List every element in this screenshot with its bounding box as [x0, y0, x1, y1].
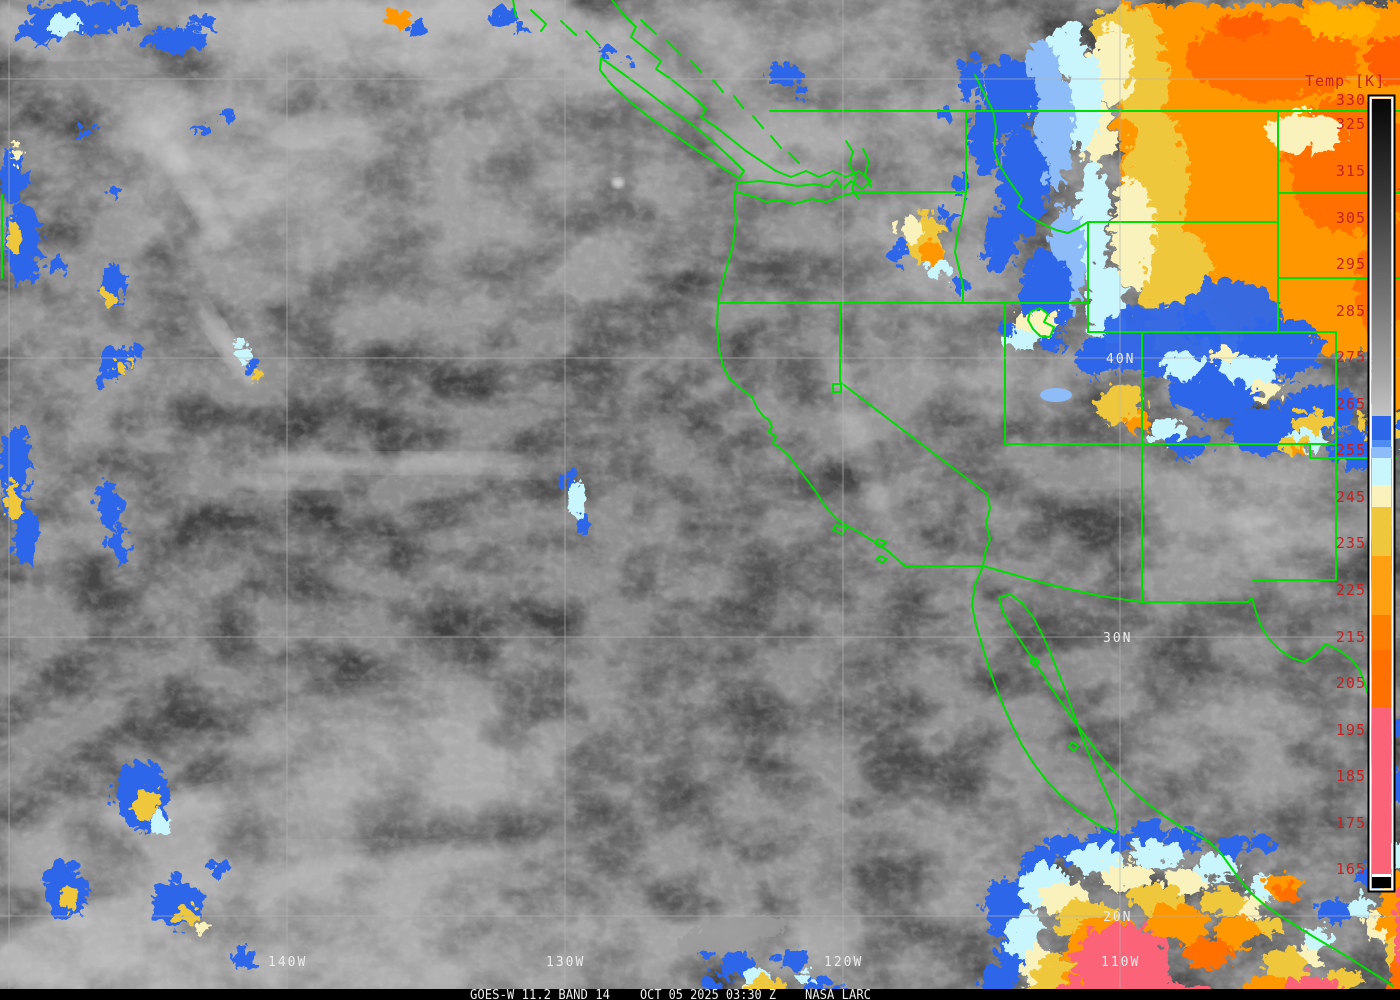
- colorbar-tick-label: 195: [1336, 721, 1366, 739]
- wa-or-idaho-border: [954, 110, 967, 304]
- colorbar-tick-label: 255: [1336, 441, 1366, 459]
- scattered-cold-cells: [0, 0, 806, 965]
- tx-ok-border: [1309, 443, 1397, 459]
- caption-segment: OCT 05 2025 03:30 Z: [640, 988, 776, 1000]
- colorbar-tick-label: 235: [1336, 534, 1366, 552]
- caption-segment: NASA LARC: [805, 988, 871, 1000]
- caption-text: GOES-W 11.2 BAND 14 OCT 05 2025 03:30 Z NA…: [470, 988, 871, 1000]
- colorbar-tick-label: 305: [1336, 209, 1366, 227]
- colorbar-tick-label: 285: [1336, 302, 1366, 320]
- geo-coordinate-label: 40N: [1106, 352, 1135, 367]
- colorbar-tick-label: 165: [1336, 860, 1366, 878]
- west-coast-coastline: [716, 182, 984, 567]
- az-mexico-border: [982, 565, 1143, 603]
- caption-background: [0, 989, 1400, 1000]
- great-salt-lake-outline: [1027, 307, 1055, 338]
- colorbar-tick-label: 225: [1336, 581, 1366, 599]
- geo-coordinate-label: 30N: [1103, 631, 1132, 646]
- colorbar-tick-labels: 330 325 315 305 295 285 275 265 255 245 235 225 215 2…: [1336, 91, 1366, 878]
- colorbar-title: Temp [K]: [1305, 72, 1385, 90]
- colorbar-tick-label: 185: [1336, 767, 1366, 785]
- lake-tahoe-outline: [832, 383, 842, 393]
- colorbar-tick-label: 205: [1336, 674, 1366, 692]
- colorbar-tick-label: 315: [1336, 162, 1366, 180]
- colorbar-tick-label: 245: [1336, 488, 1366, 506]
- colorbar-tick-label: 175: [1336, 814, 1366, 832]
- colorbar-tick-label: 325: [1336, 115, 1366, 133]
- geo-coordinate-label: 110W: [1101, 955, 1140, 970]
- caption-bar: GOES-W 11.2 BAND 14 OCT 05 2025 03:30 Z NA…: [0, 988, 1400, 1000]
- utah-lake-cold-pixel: [1040, 388, 1072, 402]
- geo-coordinate-label: 130W: [546, 955, 585, 970]
- temperature-colorbar: Temp [K] 330 325 315 305 295 285 275 265 255 245 2…: [1305, 72, 1396, 893]
- baja-and-mexico-coastline: [971, 565, 1394, 987]
- fjord-inlets: [512, 0, 800, 164]
- colorbar-tick-label: 295: [1336, 255, 1366, 273]
- geo-coordinate-label: 140W: [268, 955, 307, 970]
- bc-mainland-coast: [611, 0, 872, 190]
- gulf-islands: [1029, 656, 1079, 752]
- geo-coordinate-label: 20N: [1103, 910, 1132, 925]
- id-mt-border: [974, 74, 1089, 234]
- colorbar-gradient-bar: [1372, 99, 1391, 888]
- colorbar-tick-label: 265: [1336, 395, 1366, 413]
- colorbar-tick-label: 275: [1336, 348, 1366, 366]
- colorbar-tick-label: 215: [1336, 628, 1366, 646]
- geo-coordinate-label: 120W: [824, 955, 863, 970]
- latlon-labels: 40N 30N 20N 140W 130W 120W 110W: [268, 352, 1140, 970]
- wa-or-border: [736, 191, 967, 205]
- ca-nv-border: [839, 302, 991, 567]
- colorbar-outer-frame: [1367, 94, 1396, 893]
- caption-segment: GOES-W 11.2 BAND 14: [470, 988, 610, 1000]
- colorbar-inner-frame: [1369, 96, 1394, 891]
- colorbar-tick-label: 330: [1336, 91, 1366, 109]
- vancouver-island-outline: [599, 57, 745, 179]
- puget-sound-waterways: [845, 140, 872, 200]
